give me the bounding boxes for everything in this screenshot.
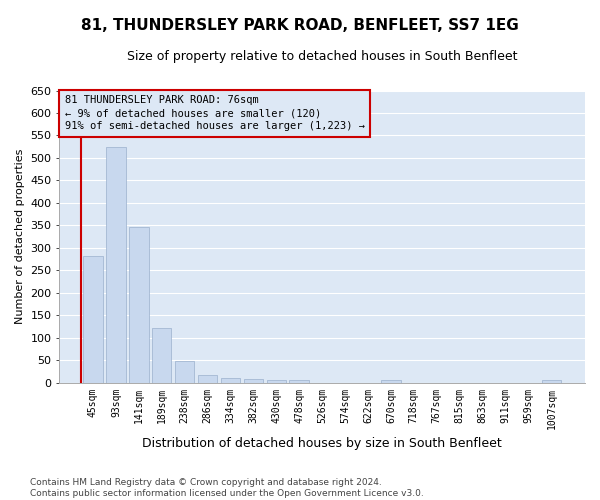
- Bar: [175, 361, 194, 382]
- Bar: [221, 378, 240, 382]
- Y-axis label: Number of detached properties: Number of detached properties: [15, 149, 25, 324]
- Text: Contains HM Land Registry data © Crown copyright and database right 2024.
Contai: Contains HM Land Registry data © Crown c…: [30, 478, 424, 498]
- Bar: [244, 378, 263, 382]
- Text: 81 THUNDERSLEY PARK ROAD: 76sqm
← 9% of detached houses are smaller (120)
91% of: 81 THUNDERSLEY PARK ROAD: 76sqm ← 9% of …: [65, 95, 365, 132]
- Bar: [542, 380, 561, 382]
- X-axis label: Distribution of detached houses by size in South Benfleet: Distribution of detached houses by size …: [142, 437, 502, 450]
- Bar: [198, 376, 217, 382]
- Bar: [152, 328, 172, 382]
- Title: Size of property relative to detached houses in South Benfleet: Size of property relative to detached ho…: [127, 50, 517, 63]
- Bar: [266, 380, 286, 382]
- Bar: [129, 227, 149, 382]
- Bar: [83, 256, 103, 382]
- Text: 81, THUNDERSLEY PARK ROAD, BENFLEET, SS7 1EG: 81, THUNDERSLEY PARK ROAD, BENFLEET, SS7…: [81, 18, 519, 32]
- Bar: [106, 147, 125, 382]
- Bar: [289, 380, 309, 382]
- Bar: [381, 380, 401, 382]
